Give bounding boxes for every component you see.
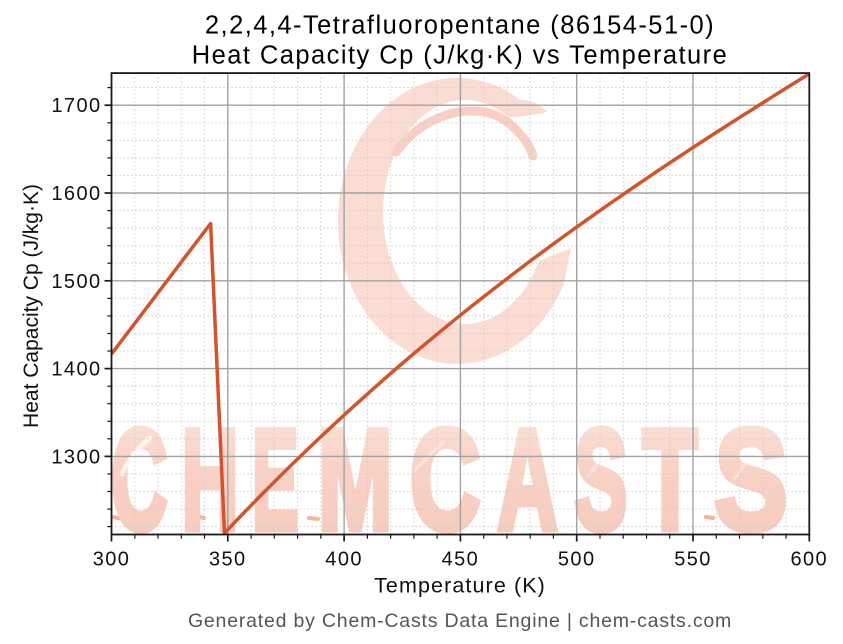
- svg-text:Heat Capacity Cp (J/kg·K) vs T: Heat Capacity Cp (J/kg·K) vs Temperature: [192, 42, 729, 70]
- svg-text:H: H: [181, 400, 238, 560]
- svg-text:400: 400: [325, 549, 363, 571]
- svg-text:350: 350: [209, 549, 247, 571]
- svg-text:1400: 1400: [51, 359, 101, 381]
- svg-text:300: 300: [93, 549, 131, 571]
- svg-text:Heat Capacity Cp (J/kg·K): Heat Capacity Cp (J/kg·K): [20, 184, 43, 428]
- svg-text:600: 600: [791, 549, 829, 571]
- svg-text:S: S: [575, 400, 628, 560]
- svg-text:M: M: [318, 400, 392, 560]
- svg-text:1600: 1600: [51, 183, 101, 205]
- svg-text:1300: 1300: [51, 446, 101, 468]
- svg-text:Temperature (K): Temperature (K): [374, 574, 546, 598]
- svg-text:Generated by Chem-Casts Data E: Generated by Chem-Casts Data Engine | ch…: [188, 610, 732, 632]
- svg-text:500: 500: [558, 549, 596, 571]
- svg-text:450: 450: [442, 549, 480, 571]
- svg-text:1500: 1500: [51, 271, 101, 293]
- svg-text:C: C: [410, 400, 481, 560]
- svg-text:C: C: [111, 400, 168, 560]
- svg-text:2,2,4,4-Tetrafluoropentane (86: 2,2,4,4-Tetrafluoropentane (86154-51-0): [205, 12, 715, 40]
- svg-text:550: 550: [674, 549, 712, 571]
- svg-text:1700: 1700: [51, 95, 101, 117]
- svg-text:A: A: [498, 400, 558, 560]
- svg-text:S: S: [714, 400, 787, 560]
